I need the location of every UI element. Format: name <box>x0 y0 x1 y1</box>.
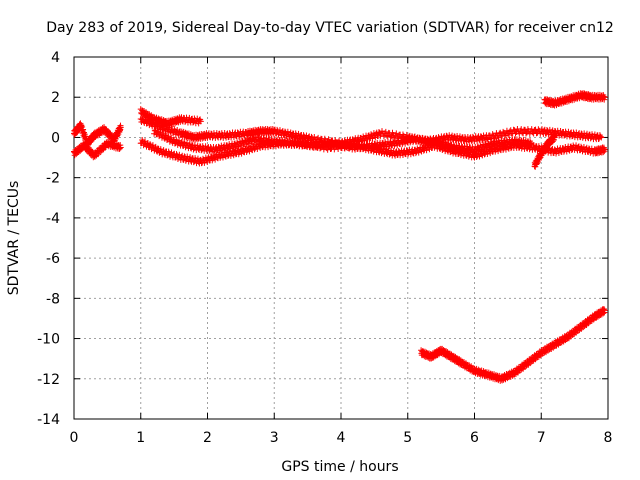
y-tick-label: -4 <box>46 211 60 227</box>
data-point <box>117 144 124 151</box>
y-tick-label: -2 <box>46 171 60 187</box>
data-point <box>412 150 419 157</box>
series-track-g <box>531 133 558 170</box>
data-point <box>393 130 400 137</box>
data-point <box>382 128 389 135</box>
data-point <box>601 146 608 153</box>
y-tick-label: -6 <box>46 251 60 267</box>
data-point <box>551 134 558 141</box>
chart-title: Day 283 of 2019, Sidereal Day-to-day VTE… <box>46 20 614 36</box>
y-tick-label: 4 <box>51 50 60 66</box>
data-point <box>597 133 604 140</box>
data-point <box>518 126 525 133</box>
data-point <box>598 134 605 141</box>
data-point <box>154 128 161 135</box>
x-tick-label: 7 <box>537 430 546 446</box>
series-track-b <box>71 138 124 161</box>
data-point <box>528 126 535 133</box>
data-point <box>197 118 204 125</box>
data-point <box>527 139 534 146</box>
x-tick-label: 2 <box>203 430 212 446</box>
y-axis-label: SDTVAR / TECUs <box>6 181 22 296</box>
data-point <box>147 141 154 148</box>
data-point <box>601 307 608 314</box>
data-point <box>325 136 332 143</box>
x-tick-label: 0 <box>70 430 79 446</box>
data-point <box>601 94 608 101</box>
x-tick-label: 3 <box>270 430 279 446</box>
y-tick-label: -10 <box>37 332 60 348</box>
data-point <box>503 127 510 134</box>
tick-labels: 0 1 2 3 4 5 6 7 8 -14 -12 -10 -8 -6 -4 -2 0 2 4 <box>37 50 612 446</box>
x-tick-label: 6 <box>470 430 479 446</box>
data-point <box>533 130 540 137</box>
y-tick-label: 0 <box>51 130 60 146</box>
y-tick-label: -14 <box>37 412 60 428</box>
series-track-f <box>151 127 535 155</box>
y-tick-label: -8 <box>46 291 60 307</box>
data-point <box>528 140 535 147</box>
data-point <box>162 132 169 139</box>
y-tick-label: -12 <box>37 372 60 388</box>
x-tick-label: 8 <box>604 430 613 446</box>
x-axis-label: GPS time / hours <box>281 459 398 475</box>
x-tick-label: 5 <box>403 430 412 446</box>
data-point <box>315 134 322 141</box>
data-point <box>173 151 180 158</box>
y-tick-label: 2 <box>51 90 60 106</box>
data-point <box>196 117 203 124</box>
data-point <box>144 140 151 147</box>
series-track-h <box>541 90 608 109</box>
x-tick-label: 1 <box>136 430 145 446</box>
grid <box>74 57 608 419</box>
data-point <box>117 124 124 131</box>
axes <box>73 56 609 420</box>
data-point <box>152 120 159 127</box>
x-tick-label: 4 <box>337 430 346 446</box>
data-point <box>154 145 161 152</box>
series-track-d <box>137 114 605 149</box>
data-points <box>71 90 608 384</box>
series-track-i <box>418 306 608 384</box>
series-track-a <box>71 120 124 149</box>
data-point <box>505 132 512 139</box>
